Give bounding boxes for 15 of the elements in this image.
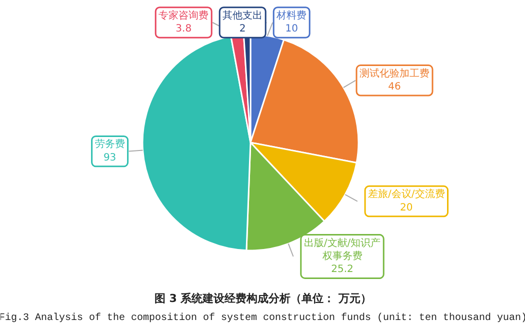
slice-label: 其他支出 <box>222 9 263 22</box>
slice-label: 材料费 <box>276 9 307 22</box>
slice-label: 测试化验加工费 <box>360 67 430 80</box>
slice-label: 专家咨询费 <box>158 9 209 22</box>
data-label: 46 <box>388 81 401 92</box>
data-label: 3.8 <box>176 24 192 35</box>
slice-label: 劳务费 <box>94 138 125 150</box>
data-label: 10 <box>285 24 298 35</box>
data-label: 25.2 <box>331 264 354 276</box>
data-label: 93 <box>103 152 116 164</box>
text: 图 3 系统建设经费构成分析（单位： 万元） <box>154 292 372 305</box>
data-label: 2 <box>239 24 246 35</box>
slice-label: 差旅/会议/交流费 <box>368 188 445 200</box>
slice-label: 出版/文献/知识产权事务费 <box>304 236 381 262</box>
data-label: 20 <box>400 202 413 214</box>
